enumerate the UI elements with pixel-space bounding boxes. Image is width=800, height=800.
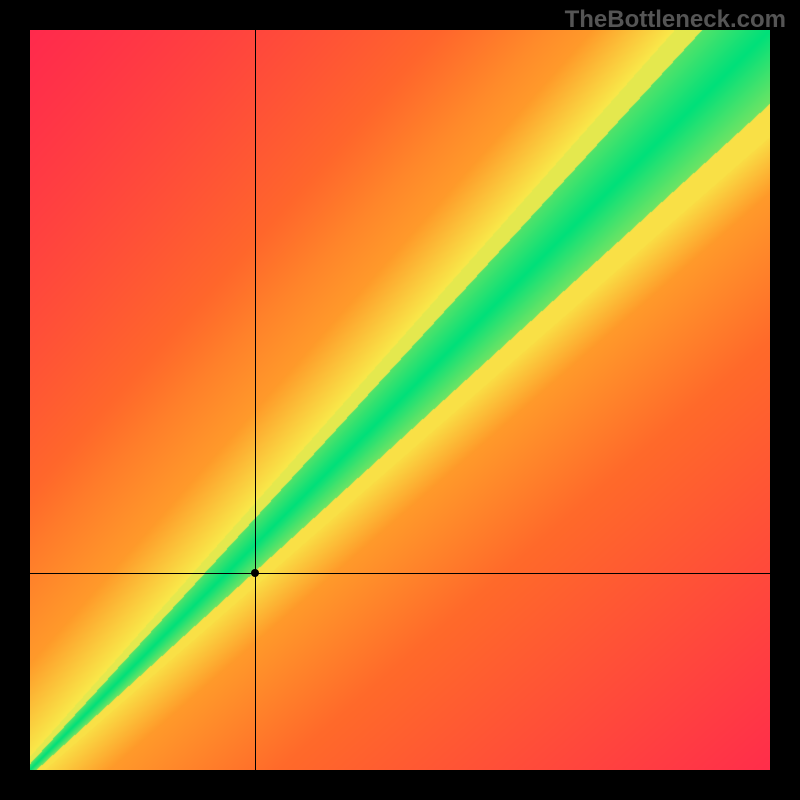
watermark-text: TheBottleneck.com: [565, 6, 786, 34]
chart-container: TheBottleneck.com: [0, 0, 800, 800]
crosshair-horizontal: [30, 573, 770, 574]
heatmap-canvas: [30, 30, 770, 770]
crosshair-vertical: [255, 30, 256, 770]
plot-area: [30, 30, 770, 770]
crosshair-marker: [251, 569, 259, 577]
